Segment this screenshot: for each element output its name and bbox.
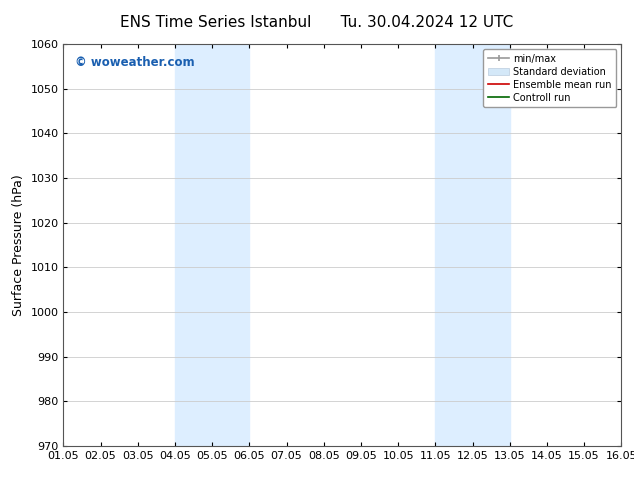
Y-axis label: Surface Pressure (hPa): Surface Pressure (hPa) — [12, 174, 25, 316]
Text: © woweather.com: © woweather.com — [75, 56, 194, 69]
Legend: min/max, Standard deviation, Ensemble mean run, Controll run: min/max, Standard deviation, Ensemble me… — [483, 49, 616, 107]
Bar — [175, 44, 249, 446]
Bar — [436, 44, 510, 446]
Text: ENS Time Series Istanbul      Tu. 30.04.2024 12 UTC: ENS Time Series Istanbul Tu. 30.04.2024 … — [120, 15, 514, 30]
